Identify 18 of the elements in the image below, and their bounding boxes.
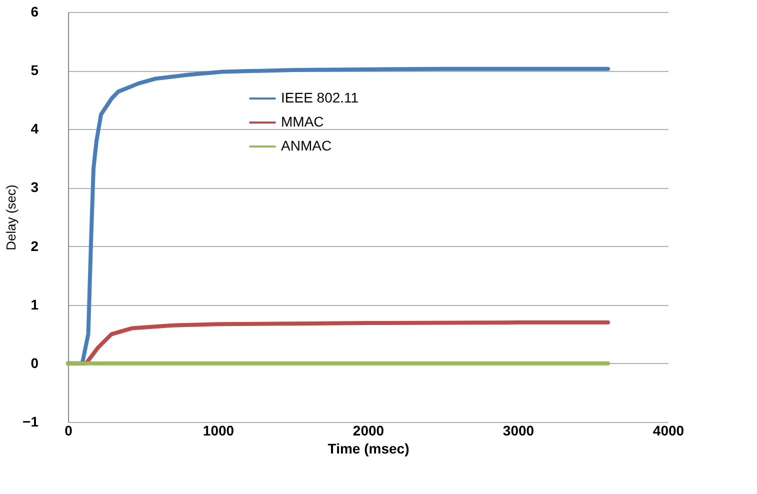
y-tick-label: 4: [30, 120, 39, 137]
x-tick-label: 0: [64, 422, 73, 438]
legend-label: IEEE 802.11: [281, 90, 359, 106]
x-tick-label: 2000: [352, 422, 384, 438]
legend-label: MMAC: [281, 114, 324, 130]
y-tick-label: 0: [30, 354, 39, 371]
legend-label: ANMAC: [281, 138, 332, 154]
x-tick-label: 3000: [502, 422, 534, 438]
y-tick-label: 5: [30, 62, 39, 78]
x-axis-title: Time (msec): [328, 440, 410, 456]
x-tick-label: 1000: [202, 422, 234, 438]
y-tick-label: 6: [30, 4, 39, 20]
y-tick-label: 2: [30, 238, 39, 254]
y-tick-label: 1: [30, 296, 39, 312]
y-axis-title: Delay (sec): [4, 184, 19, 250]
y-tick-label: 3: [30, 179, 39, 196]
x-tick-label: 4000: [652, 422, 684, 438]
y-tick-label: −1: [22, 414, 39, 430]
